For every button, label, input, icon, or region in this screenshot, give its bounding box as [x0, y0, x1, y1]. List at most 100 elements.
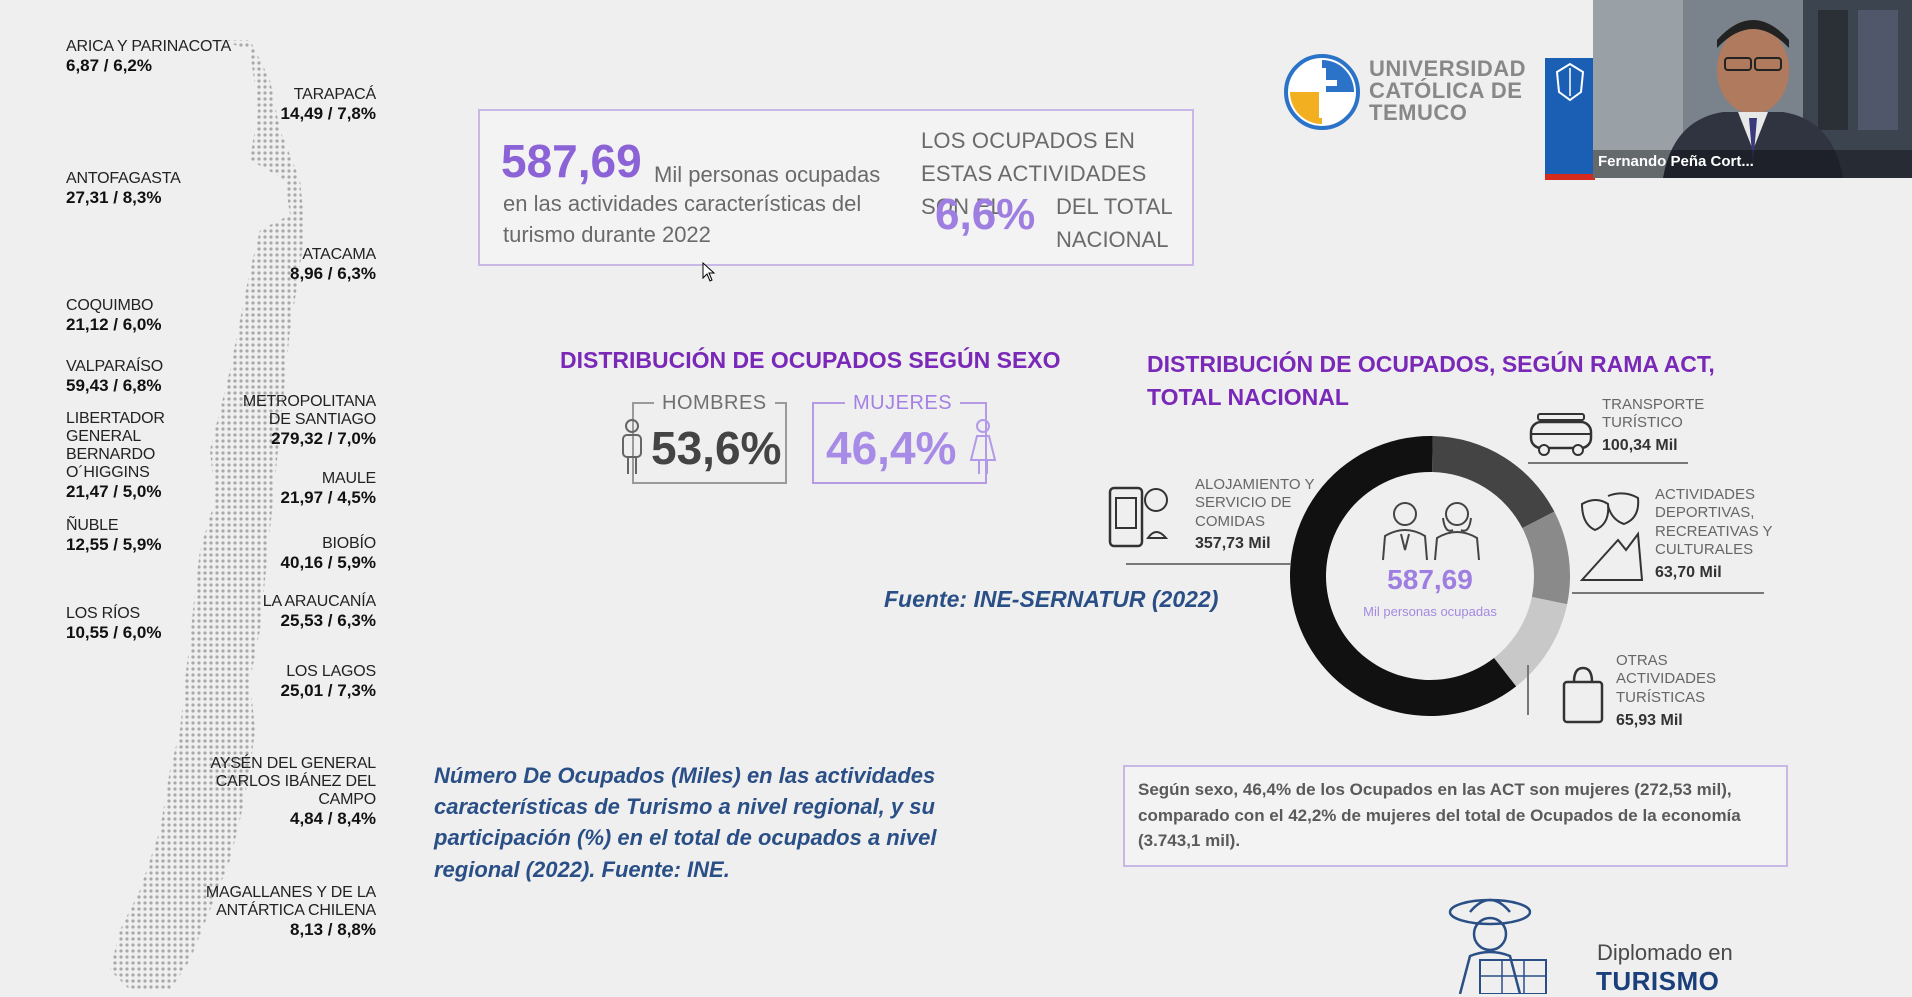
source-text: Fuente: INE-SERNATUR (2022)	[884, 586, 1219, 612]
branch-transport-value: 100,34 Mil	[1602, 437, 1678, 454]
region-value: 4,84 / 8,4%	[289, 808, 376, 828]
region-value: 6,87 / 6,2%	[66, 55, 153, 75]
region-name: COQUIMBO	[66, 297, 154, 314]
branch-lodging-value: 357,73 Mil	[1195, 535, 1271, 552]
map-region-label: BIOBÍO 40,16 / 5,9%	[280, 535, 377, 572]
region-name: ANTOFAGASTA	[66, 170, 181, 187]
region-name: METROPOLITANA DE SANTIAGO	[242, 393, 376, 428]
map-region-label: COQUIMBO 21,12 / 6,0%	[66, 297, 161, 334]
logo-line-2: CATÓLICA DE	[1369, 78, 1523, 103]
logo-line-3: TEMUCO	[1369, 100, 1468, 125]
summary-number: 587,69	[501, 135, 642, 187]
man-icon	[622, 419, 642, 474]
transport-divider	[1528, 462, 1688, 464]
summary-right-text: LOS OCUPADOS EN ESTAS ACTIVIDADES SON EL	[921, 128, 1147, 219]
region-name: MAGALLANES Y DE LA ANTÁRTICA CHILENA	[205, 884, 376, 919]
lodging-divider	[1126, 563, 1291, 565]
region-name: BIOBÍO	[322, 535, 376, 552]
region-name: ÑUBLE	[66, 517, 119, 534]
map-region-label: ARICA Y PARINACOTA 6,87 / 6,2%	[66, 38, 231, 75]
map-region-label: TARAPACÁ 14,49 / 7,8%	[281, 86, 377, 123]
map-region-label: METROPOLITANA DE SANTIAGO 279,32 / 7,0%	[243, 393, 376, 448]
donut-segment	[1432, 436, 1555, 529]
government-logo	[1545, 58, 1595, 180]
theater-climbing-icon	[1579, 492, 1644, 581]
donut-center-caption: Mil personas ocupadas	[1363, 604, 1497, 619]
region-name: LOS LAGOS	[286, 663, 376, 680]
map-region-label: MAULE 21,97 / 4,5%	[280, 470, 377, 507]
region-value: 21,97 / 4,5%	[280, 487, 376, 507]
map-region-label: ANTOFAGASTA 27,31 / 8,3%	[66, 170, 181, 207]
region-value: 12,55 / 5,9%	[66, 534, 162, 554]
branch-donut-chart	[1290, 436, 1570, 716]
note-box	[1123, 765, 1788, 867]
shopping-bag-icon	[1562, 666, 1604, 724]
map-region-label: LOS RÍOS 10,55 / 6,0%	[66, 605, 161, 642]
university-logo-text: UNIVERSIDAD CATÓLICA DE TEMUCO	[1369, 58, 1526, 124]
map-region-label: ÑUBLE 12,55 / 5,9%	[66, 517, 161, 554]
region-name: LA ARAUCANÍA	[262, 593, 376, 610]
region-value: 279,32 / 7,0%	[271, 428, 376, 448]
region-name: TARAPACÁ	[293, 86, 376, 103]
region-value: 21,47 / 5,0%	[66, 481, 162, 501]
branch-sports-value: 63,70 Mil	[1655, 564, 1722, 581]
map-region-label: AYSÉN DEL GENERAL CARLOS IBÁNEZ DEL CAMP…	[210, 755, 376, 828]
coat-of-arms-icon	[1555, 62, 1585, 102]
map-region-label: LA ARAUCANÍA 25,53 / 6,3%	[263, 593, 376, 630]
program-line-2: TURISMO	[1596, 966, 1720, 996]
summary-unit: Mil personas ocupadas	[654, 162, 881, 187]
region-value: 27,31 / 8,3%	[66, 187, 162, 207]
region-value: 8,13 / 8,8%	[289, 919, 376, 939]
branch-transport-name: TRANSPORTE TURÍSTICO	[1602, 396, 1705, 432]
region-name: VALPARAÍSO	[66, 358, 164, 375]
region-value: 25,53 / 6,3%	[280, 610, 376, 630]
summary-right-text-2: DEL TOTAL NACIONAL	[1056, 194, 1172, 252]
region-value: 10,55 / 6,0%	[66, 622, 162, 642]
people-icon	[1382, 502, 1480, 561]
logo-line-1: UNIVERSIDAD	[1369, 56, 1527, 81]
map-region-label: ATACAMA 8,96 / 6,3%	[290, 246, 376, 283]
webcam-video[interactable]	[1593, 0, 1912, 178]
lodging-food-icon	[1108, 486, 1169, 548]
map-region-label: VALPARAÍSO 59,43 / 6,8%	[66, 358, 163, 395]
women-percent: 46,4%	[826, 422, 957, 474]
summary-description: en las actividades características del t…	[503, 191, 862, 248]
branch-other-name: OTRAS ACTIVIDADES TURÍSTICAS	[1616, 652, 1717, 706]
region-value: 25,01 / 7,3%	[280, 680, 376, 700]
region-name: ATACAMA	[302, 246, 376, 263]
branch-other-value: 65,93 Mil	[1616, 712, 1683, 729]
summary-box	[478, 109, 1194, 266]
note-text: Según sexo, 46,4% de los Ocupados en las…	[1138, 780, 1741, 850]
region-name: AYSÉN DEL GENERAL CARLOS IBÁNEZ DEL CAMP…	[210, 755, 376, 808]
program-line-1: Diplomado en	[1597, 940, 1733, 965]
woman-icon	[969, 419, 997, 474]
map-region-label: LOS LAGOS 25,01 / 7,3%	[280, 663, 377, 700]
region-value: 40,16 / 5,9%	[280, 552, 376, 572]
donut-center-value: 587,69	[1387, 564, 1473, 595]
region-name: ARICA Y PARINACOTA	[66, 38, 232, 55]
region-value: 21,12 / 6,0%	[66, 314, 162, 334]
men-percent: 53,6%	[651, 422, 782, 474]
donut-segment	[1522, 511, 1570, 605]
women-label: MUJERES	[845, 392, 961, 415]
region-name: MAULE	[321, 470, 376, 487]
region-value: 8,96 / 6,3%	[289, 263, 376, 283]
tourist-mascot-icon	[1448, 898, 1547, 994]
branch-lodging-name: ALOJAMIENTO Y SERVICIO DE COMIDAS	[1195, 476, 1315, 530]
region-name: LOS RÍOS	[66, 605, 140, 622]
van-icon	[1529, 413, 1593, 456]
region-name: LIBERTADOR GENERAL BERNARDO O´HIGGINS	[66, 410, 165, 481]
webcam-participant-name: Fernando Peña Cort...	[1598, 153, 1754, 170]
donut-segment	[1494, 596, 1568, 687]
chile-map	[110, 40, 305, 990]
other-divider	[1527, 665, 1529, 715]
mouse-cursor-icon	[702, 262, 716, 282]
map-region-label: MAGALLANES Y DE LA ANTÁRTICA CHILENA 8,13…	[206, 884, 376, 939]
sports-divider	[1572, 592, 1764, 594]
webcam-feed	[1593, 0, 1912, 178]
region-value: 59,43 / 6,8%	[66, 375, 162, 395]
university-logo-icon	[1284, 54, 1360, 130]
men-label: HOMBRES	[654, 392, 775, 415]
sex-distribution-title: DISTRIBUCIÓN DE OCUPADOS SEGÚN SEXO	[560, 347, 1061, 373]
summary-percent: 6,6%	[935, 190, 1036, 239]
